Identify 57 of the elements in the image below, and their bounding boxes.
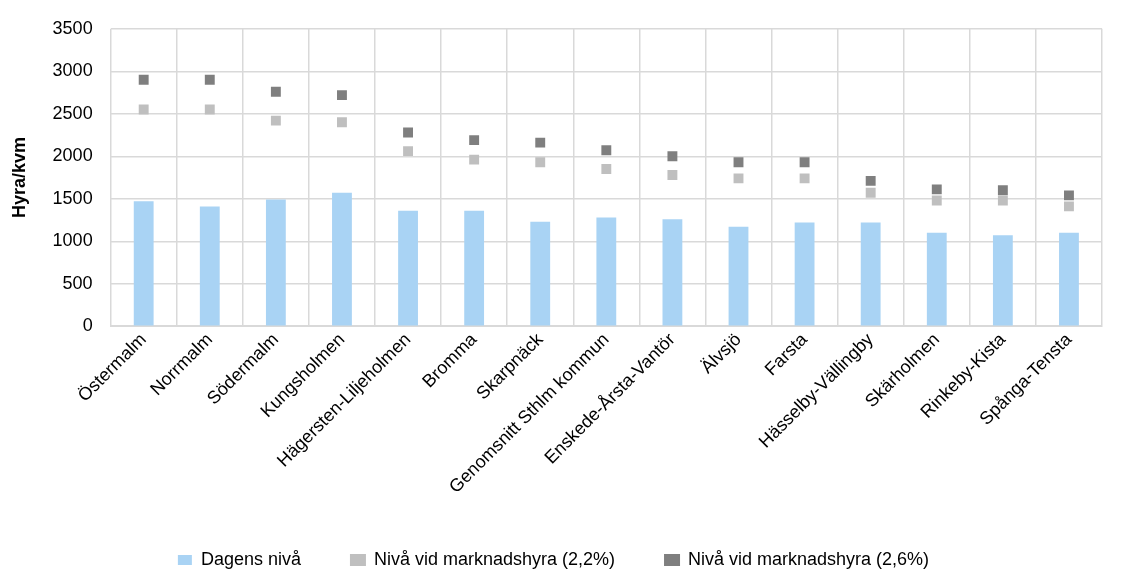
point — [337, 90, 347, 101]
bar — [926, 232, 947, 326]
point — [601, 145, 612, 156]
point — [601, 164, 612, 174]
point — [270, 86, 281, 97]
point — [138, 104, 149, 115]
y-tick-label: 2500 — [52, 102, 93, 123]
point — [997, 185, 1008, 196]
point — [931, 195, 942, 206]
y-tick-label: 3000 — [52, 60, 93, 81]
legend-label: Nivå vid marknadshyra (2,2%) — [373, 548, 616, 569]
point — [931, 184, 942, 195]
bar — [662, 219, 683, 326]
bar — [992, 235, 1013, 326]
y-tick-label: 500 — [62, 272, 93, 293]
bar — [199, 206, 220, 326]
point — [204, 104, 215, 115]
bar — [398, 210, 418, 326]
point — [535, 137, 546, 148]
point — [403, 127, 413, 138]
bar — [265, 199, 286, 326]
legend-label: Dagens nivå — [200, 548, 302, 569]
point — [799, 157, 810, 168]
point — [865, 175, 876, 186]
y-tick-label: 3500 — [52, 17, 93, 38]
legend-label: Nivå vid marknadshyra (2,6%) — [688, 548, 930, 569]
point — [667, 170, 678, 180]
bar — [794, 222, 815, 326]
point — [997, 195, 1008, 206]
y-tick-label: 1000 — [52, 230, 93, 251]
point — [733, 157, 744, 168]
point — [1064, 190, 1074, 201]
point — [204, 74, 215, 85]
y-tick-label: 1500 — [52, 187, 93, 208]
bar — [332, 192, 352, 326]
bar — [728, 226, 749, 326]
point — [469, 154, 480, 165]
bar — [860, 222, 881, 326]
point — [799, 173, 810, 184]
point — [138, 74, 149, 85]
bar — [1059, 232, 1079, 326]
bar — [596, 217, 617, 326]
bar — [464, 210, 485, 326]
point — [270, 115, 281, 126]
y-axis-title: Hyra/kvm — [8, 136, 29, 219]
y-tick-label: 2000 — [52, 145, 93, 166]
bar — [133, 201, 154, 326]
point — [667, 151, 678, 162]
y-tick-label: 0 — [82, 315, 93, 336]
point — [403, 146, 413, 157]
point — [469, 135, 480, 146]
point — [1064, 201, 1074, 212]
point — [733, 173, 744, 184]
point — [337, 117, 347, 128]
point — [865, 187, 876, 198]
bar — [530, 221, 551, 326]
point — [535, 157, 546, 168]
